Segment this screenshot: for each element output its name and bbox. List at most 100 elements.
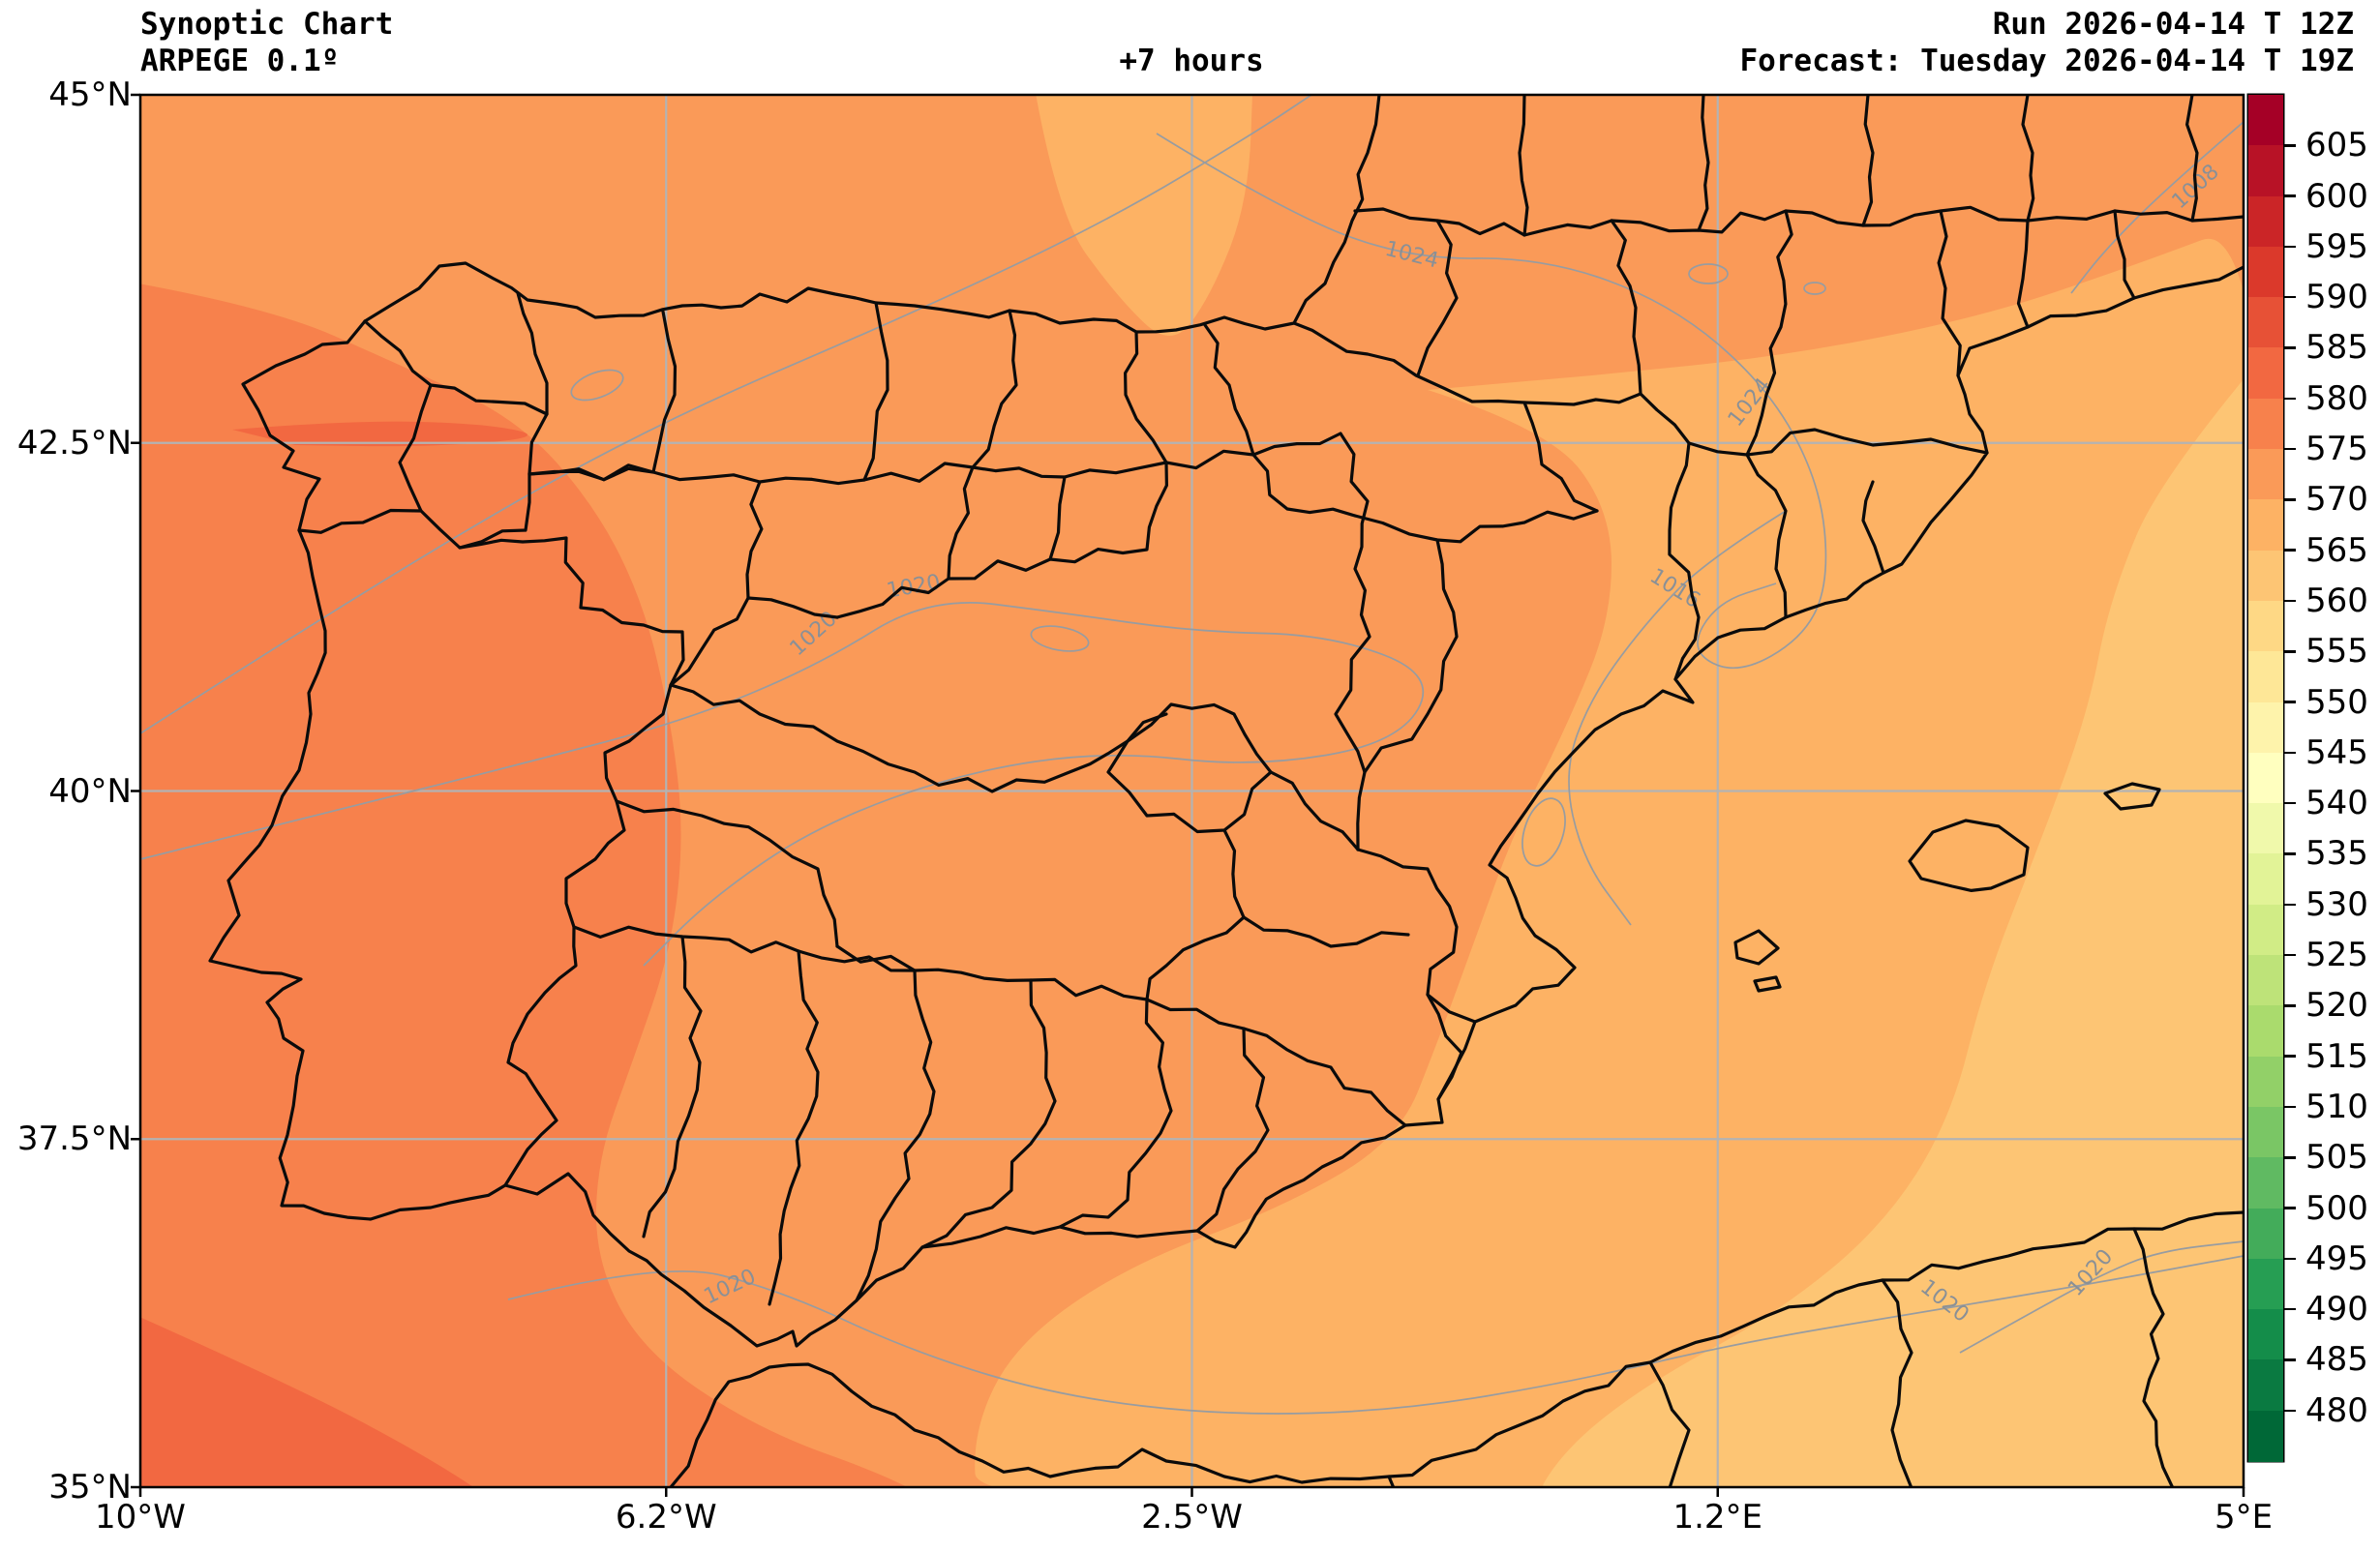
colorbar-segment (2248, 347, 2283, 400)
colorbar-tick-label: 605 (2305, 126, 2368, 165)
isobar-contours (140, 95, 2244, 1415)
colorbar-tick-label: 595 (2305, 226, 2368, 266)
chart-title: Synoptic Chart (140, 7, 394, 42)
spain-portugal-border (297, 508, 685, 1187)
colorbar-tick-mark (2284, 1409, 2296, 1412)
colorbar-segment (2248, 1359, 2283, 1412)
forecast-valid-label: Forecast: Tuesday 2026-04-14 T 19Z (1739, 44, 2354, 78)
fill-band (140, 1317, 474, 1487)
y-tick-label: 40°N (48, 771, 132, 811)
province-border (363, 319, 549, 416)
colorbar-segment (2248, 1410, 2283, 1462)
colorbar-segment (2248, 1056, 2283, 1108)
y-tick-label: 35°N (48, 1468, 132, 1507)
colorbar-segment (2248, 499, 2283, 552)
island-outline (1908, 819, 2030, 892)
colorbar-segment (2248, 600, 2283, 652)
colorbar-segment (2248, 803, 2283, 855)
colorbar-tick-label: 495 (2305, 1239, 2368, 1278)
colorbar-tick-mark (2284, 801, 2296, 805)
y-tick-label: 42.5°N (16, 423, 132, 463)
island-outline (1753, 975, 1782, 993)
colorbar-segment (2248, 297, 2283, 349)
colorbar-tick-label: 530 (2305, 884, 2368, 924)
x-tick-label: 5°E (2214, 1498, 2274, 1537)
colorbar-segment (2248, 651, 2283, 703)
province-border (2113, 209, 2136, 300)
colorbar-tick-label: 590 (2305, 278, 2368, 317)
colorbar-tick-mark (2284, 549, 2296, 552)
fill-band (1543, 379, 2244, 1487)
province-border (1145, 915, 1246, 1001)
colorbar-segment (2248, 195, 2283, 248)
fill-band (140, 284, 908, 1487)
africa-border (1648, 1360, 1691, 1487)
province-border (862, 301, 889, 482)
province-border (615, 799, 839, 948)
province-border (835, 944, 917, 972)
colorbar-segment (2248, 904, 2283, 956)
province-border (398, 383, 433, 513)
colorbar-tick-label: 480 (2305, 1390, 2368, 1430)
province-border (1353, 509, 1599, 544)
colorbar-tick-label: 565 (2305, 530, 2368, 570)
province-border (1363, 538, 1459, 774)
province-border (527, 310, 678, 482)
colorbar-tick-mark (2284, 1307, 2296, 1311)
colorbar-tick-mark (2284, 1004, 2296, 1007)
province-border (2185, 95, 2199, 223)
colorbar-segment (2248, 1106, 2283, 1158)
colorbar-tick-label: 575 (2305, 430, 2368, 469)
colorbar-segment (2248, 398, 2283, 450)
colorbar-tick-mark (2284, 903, 2296, 907)
island-outline (1733, 929, 1780, 966)
colorbar-segment (2248, 246, 2283, 298)
colorbar-tick-label: 550 (2305, 682, 2368, 722)
province-border (2021, 95, 2035, 223)
colorbar-tick-label: 600 (2305, 176, 2368, 216)
colorbar-tick-mark (2284, 1257, 2296, 1261)
colorbar-segment (2248, 1309, 2283, 1360)
africa-coastline (669, 1210, 2244, 1487)
colorbar-tick-label: 505 (2305, 1138, 2368, 1178)
colorbar-tick-label: 560 (2305, 581, 2368, 620)
province-border (746, 596, 839, 619)
x-tick-label: 1.2°E (1672, 1498, 1763, 1537)
province-border (1048, 461, 1168, 564)
province-border (1203, 323, 1255, 457)
colorbar (2248, 95, 2283, 1462)
province-border (855, 969, 936, 1302)
colorbar-segment (2248, 145, 2283, 197)
model-resolution-label: ARPEGE 0.1º (140, 44, 340, 78)
lead-time-label: +7 hours (1119, 44, 1264, 78)
colorbar-tick-mark (2284, 1105, 2296, 1109)
colorbar-tick-mark (2284, 346, 2296, 349)
colorbar-tick-label: 520 (2305, 986, 2368, 1026)
colorbar-tick-mark (2284, 447, 2296, 451)
colorbar-tick-mark (2284, 1358, 2296, 1361)
x-tick-label: 10°W (95, 1498, 186, 1537)
province-border (1058, 998, 1173, 1229)
colorbar-tick-mark (2284, 194, 2296, 197)
colorbar-tick-mark (2284, 751, 2296, 755)
province-border (1668, 441, 1701, 681)
africa-border (1881, 1278, 1913, 1487)
colorbar-tick-mark (2284, 953, 2296, 957)
colorbar-segment (2248, 955, 2283, 1006)
colorbar-tick-mark (2284, 498, 2296, 501)
colorbar-segment (2248, 449, 2283, 500)
colorbar-tick-label: 525 (2305, 936, 2368, 975)
province-border (1195, 1027, 1270, 1233)
province-border (947, 475, 1067, 581)
province-border (1861, 480, 1885, 575)
colorbar-segment (2248, 1005, 2283, 1058)
axis-tick-marks (131, 93, 2245, 1497)
province-border (1861, 95, 1875, 227)
colorbar-tick-label: 580 (2305, 378, 2368, 418)
province-border (971, 309, 1018, 469)
colorbar-tick-mark (2284, 852, 2296, 855)
x-tick-label: 2.5°W (1141, 1498, 1243, 1537)
colorbar-tick-label: 540 (2305, 784, 2368, 823)
colorbar-tick-label: 555 (2305, 632, 2368, 672)
